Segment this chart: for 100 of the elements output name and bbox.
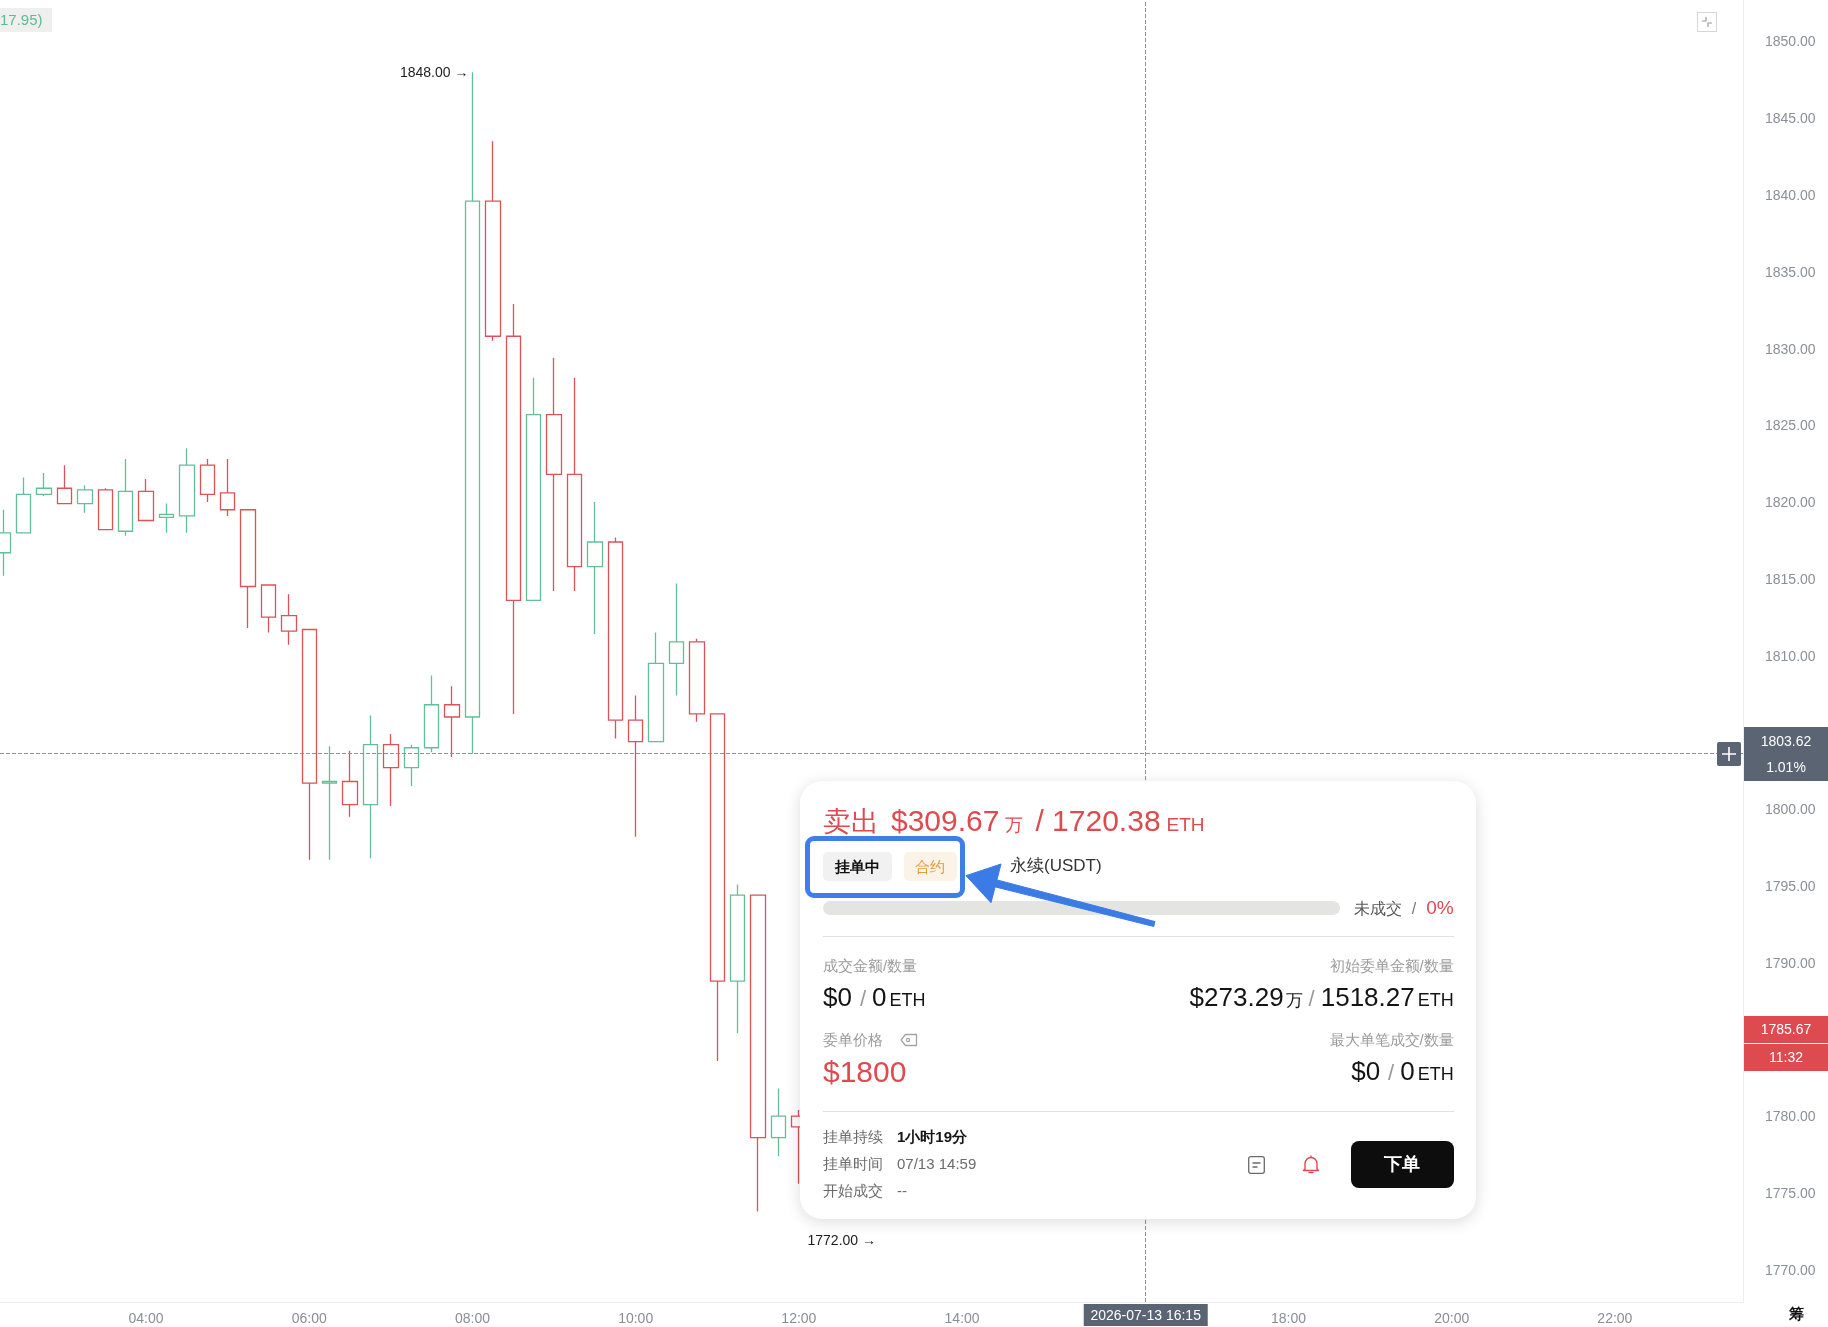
candlestick bbox=[301, 628, 318, 861]
x-tick-label: 20:00 bbox=[1434, 1310, 1470, 1326]
candlestick bbox=[729, 883, 746, 1034]
y-tick-label: 1820.00 bbox=[1765, 494, 1816, 511]
annotation: 07/13 14:59 bbox=[897, 1155, 977, 1173]
candlestick bbox=[607, 536, 624, 740]
annotation: 开始成交 bbox=[823, 1182, 883, 1200]
annotation: ETH bbox=[1417, 1064, 1454, 1086]
candlestick bbox=[668, 582, 685, 697]
annotation: 委单价格 bbox=[823, 1030, 883, 1049]
annotation: $0 bbox=[1351, 1056, 1381, 1088]
text: 11:32 bbox=[1744, 1043, 1828, 1071]
candlestick bbox=[178, 447, 196, 534]
x-tick-label: 22:00 bbox=[1597, 1310, 1633, 1326]
y-tick-label: 1815.00 bbox=[1765, 570, 1816, 587]
candlestick bbox=[464, 71, 481, 755]
annotation: / bbox=[859, 986, 867, 1013]
x-tick-label: 04:00 bbox=[128, 1310, 164, 1326]
order-button: 下单 bbox=[1351, 1140, 1454, 1189]
candlestick bbox=[35, 472, 53, 497]
candlestick bbox=[158, 502, 175, 534]
annotation: 1518.27 bbox=[1320, 982, 1415, 1014]
annotation: ETH bbox=[1166, 814, 1205, 837]
candlestick bbox=[423, 674, 440, 753]
x-tick-label: 06:00 bbox=[291, 1310, 327, 1326]
candlestick bbox=[56, 464, 73, 505]
y-tick-label: 1825.00 bbox=[1765, 417, 1816, 434]
text: 1785.67 bbox=[1744, 1016, 1828, 1043]
annotation: $309.67 bbox=[891, 803, 1000, 839]
annotation: 卖出 bbox=[823, 805, 879, 839]
candlestick bbox=[627, 694, 644, 838]
candlestick bbox=[525, 377, 542, 601]
candlestick bbox=[403, 744, 420, 787]
ref-line-label: 2026-07-13 16:15 bbox=[1083, 1304, 1208, 1326]
annotation: 0 bbox=[872, 982, 887, 1014]
candlestick bbox=[15, 476, 32, 534]
candlestick bbox=[219, 458, 236, 517]
annotation: 万 bbox=[1005, 815, 1024, 837]
candlestick bbox=[280, 593, 298, 646]
annotation: ETH bbox=[1417, 990, 1454, 1012]
annotation: 最大单笔成交/数量 bbox=[1329, 1030, 1454, 1049]
candlestick bbox=[566, 377, 583, 592]
annotation: / bbox=[1388, 1060, 1395, 1087]
annotation: 合约 bbox=[903, 851, 957, 881]
annotation: $1800 bbox=[823, 1054, 907, 1090]
annotation: 初始委单金额/数量 bbox=[1329, 957, 1454, 975]
candlestick bbox=[76, 484, 94, 514]
x-tick-label: 10:00 bbox=[618, 1310, 654, 1326]
candlestick bbox=[688, 638, 706, 723]
annotation: / 1720.38 bbox=[1035, 803, 1161, 839]
annotation: 下单 bbox=[1384, 1153, 1421, 1177]
annotation: 挂单持续 bbox=[823, 1128, 883, 1146]
y-tick-label: 1790.00 bbox=[1765, 954, 1816, 971]
y-tick-label: 1780.00 bbox=[1765, 1108, 1816, 1125]
y-tick-label: 1830.00 bbox=[1765, 340, 1816, 357]
candlestick bbox=[260, 584, 277, 634]
annotation: 挂单时间 bbox=[823, 1155, 883, 1173]
y-tick-label: 1850.00 bbox=[1765, 33, 1816, 50]
candlestick bbox=[117, 458, 134, 537]
annotation: 1848.00 → bbox=[399, 63, 469, 82]
ref-line-label: 1803.62 bbox=[1744, 726, 1828, 754]
annotation: $273.29 bbox=[1189, 982, 1284, 1014]
candlestick bbox=[362, 714, 379, 859]
annotation: 0% bbox=[1426, 896, 1454, 920]
annotation: ETH bbox=[889, 990, 926, 1012]
y-tick-label: 1770.00 bbox=[1765, 1261, 1816, 1278]
candlestick bbox=[443, 685, 461, 758]
x-tick-label: 18:00 bbox=[1270, 1310, 1307, 1326]
candlestick bbox=[647, 631, 665, 743]
y-tick-label: 1810.00 bbox=[1765, 647, 1816, 664]
y-tick-label: 1845.00 bbox=[1765, 110, 1816, 127]
candlestick bbox=[97, 487, 114, 531]
y-tick-label: 1775.00 bbox=[1765, 1184, 1816, 1201]
annotation: 挂单中 bbox=[823, 851, 892, 881]
annotation: 0 bbox=[1400, 1056, 1415, 1088]
y-tick-label: 1840.00 bbox=[1765, 186, 1816, 203]
x-tick-label: 12:00 bbox=[781, 1310, 817, 1326]
annotation: / bbox=[1411, 898, 1417, 918]
annotation: $0 bbox=[823, 982, 852, 1014]
annotation: 永续(USDT) bbox=[1010, 855, 1102, 876]
candlestick bbox=[321, 745, 338, 861]
annotation: 未成交 bbox=[1353, 898, 1402, 918]
annotation: 17.95) bbox=[0, 8, 52, 32]
annotation: 1772.00 → bbox=[807, 1231, 876, 1249]
candlestick bbox=[137, 478, 155, 522]
candlestick bbox=[505, 303, 522, 715]
candlestick bbox=[341, 750, 359, 818]
candlestick bbox=[586, 501, 604, 635]
y-tick-label: 1835.00 bbox=[1765, 263, 1816, 280]
annotation: -- bbox=[897, 1182, 907, 1200]
annotation: 1小时19分 bbox=[897, 1128, 968, 1146]
annotation: 成交金额/数量 bbox=[823, 957, 918, 975]
candlestick bbox=[199, 458, 216, 503]
candlestick bbox=[484, 140, 502, 342]
annotation: / bbox=[1308, 986, 1315, 1013]
text: 筹 bbox=[1789, 1305, 1804, 1323]
y-tick-label: 1800.00 bbox=[1765, 801, 1816, 818]
candlestick bbox=[749, 894, 767, 1213]
candlestick bbox=[770, 1087, 787, 1157]
candlestick bbox=[382, 733, 400, 807]
